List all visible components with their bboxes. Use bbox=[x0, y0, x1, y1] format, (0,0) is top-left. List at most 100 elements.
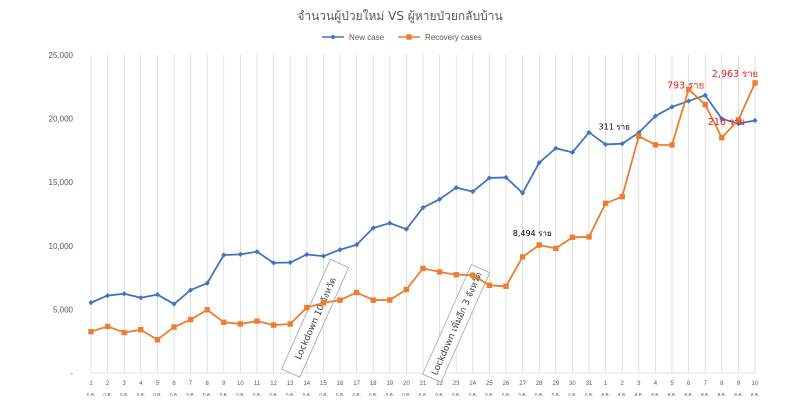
data-point bbox=[353, 289, 360, 296]
data-point bbox=[154, 337, 161, 343]
data-point bbox=[320, 300, 327, 306]
x-tick-month: ส.ค. bbox=[668, 392, 677, 398]
data-point bbox=[453, 185, 459, 191]
x-tick-label: 21 bbox=[420, 381, 427, 387]
x-tick-label: 18 bbox=[370, 381, 377, 387]
x-tick-month: ส.ค. bbox=[634, 392, 643, 398]
y-tick-label: 10,000 bbox=[49, 242, 74, 251]
data-point bbox=[437, 196, 443, 202]
x-tick-label: 5 bbox=[670, 381, 674, 387]
x-tick-month: ก.ค. bbox=[120, 393, 129, 398]
y-tick-label: - bbox=[70, 369, 73, 378]
data-point bbox=[503, 283, 509, 289]
data-point bbox=[121, 329, 127, 336]
x-tick-label: 19 bbox=[386, 381, 393, 387]
data-point bbox=[387, 220, 393, 226]
x-tick-label: 20 bbox=[403, 381, 410, 387]
data-point bbox=[271, 260, 277, 266]
data-point bbox=[88, 328, 94, 335]
x-tick-month: ก.ค. bbox=[352, 393, 361, 398]
data-point bbox=[536, 242, 542, 248]
data-point bbox=[270, 322, 277, 328]
x-tick-month: ก.ค. bbox=[551, 393, 560, 398]
data-point bbox=[553, 145, 559, 151]
x-tick-label: 3 bbox=[637, 381, 641, 387]
x-tick-label: 26 bbox=[503, 381, 510, 387]
legend-item: Recovery cases bbox=[398, 33, 482, 42]
x-tick-label: 6 bbox=[687, 381, 691, 387]
series-lines bbox=[88, 80, 758, 343]
y-tick-label: 20,000 bbox=[49, 115, 74, 124]
data-point bbox=[287, 259, 293, 266]
data-point bbox=[569, 149, 575, 155]
data-point bbox=[669, 142, 675, 148]
x-tick-label: 10 bbox=[752, 381, 759, 387]
data-point bbox=[752, 117, 758, 124]
x-tick-label: 8 bbox=[206, 381, 210, 387]
x-tick-month: ก.ค. bbox=[186, 393, 195, 398]
y-tick-label: 5,000 bbox=[53, 305, 74, 314]
data-point bbox=[719, 134, 725, 141]
data-point bbox=[586, 234, 592, 240]
x-tick-label: 31 bbox=[586, 381, 593, 387]
data-annotation: 2,963 ราย bbox=[712, 69, 758, 80]
data-point bbox=[370, 225, 376, 231]
data-annotation: 793 ราย bbox=[667, 80, 704, 91]
data-point bbox=[221, 319, 227, 325]
x-tick-label: 4 bbox=[654, 381, 658, 387]
y-axis: - 5,000 10,000 15,000 20,000 25,000 bbox=[49, 51, 74, 378]
x-tick-label: 5 bbox=[156, 381, 160, 387]
x-tick-label: 2 bbox=[621, 381, 625, 387]
x-tick-label: 16 bbox=[337, 381, 344, 387]
data-point bbox=[320, 253, 326, 259]
data-point bbox=[652, 113, 658, 119]
data-point bbox=[187, 316, 194, 323]
legend-label: New case bbox=[349, 33, 385, 42]
data-point bbox=[370, 297, 376, 303]
data-point bbox=[254, 249, 260, 255]
data-point bbox=[105, 292, 111, 299]
legend-label: Recovery cases bbox=[425, 33, 482, 42]
legend: New case Recovery cases bbox=[322, 33, 482, 42]
data-point bbox=[403, 226, 409, 232]
data-point bbox=[602, 200, 609, 206]
x-tick-label: 7 bbox=[704, 381, 708, 387]
data-point bbox=[486, 175, 492, 181]
x-tick-month: ก.ค. bbox=[502, 393, 511, 398]
x-tick-label: 24 bbox=[469, 381, 476, 387]
x-tick-label: 13 bbox=[287, 381, 294, 387]
x-tick-month: ก.ค. bbox=[219, 393, 228, 398]
x-tick-label: 1 bbox=[89, 381, 93, 387]
x-tick-label: 11 bbox=[254, 381, 261, 387]
x-tick-month: ก.ค. bbox=[535, 393, 544, 398]
data-point bbox=[619, 193, 625, 200]
callout-text: Lockdown 10 จังหวัด bbox=[294, 276, 339, 361]
x-tick-label: 4 bbox=[139, 381, 143, 387]
x-tick-label: 3 bbox=[123, 381, 127, 387]
x-tick-label: 1 bbox=[604, 381, 608, 387]
x-tick-month: ก.ค. bbox=[253, 393, 262, 398]
chart-title: จำนวนผู้ป่วยใหม่ VS ผู้หายป่วยกลับบ้าน bbox=[297, 9, 502, 24]
x-tick-month: ก.ค. bbox=[435, 393, 444, 398]
data-point bbox=[486, 282, 493, 288]
data-point bbox=[204, 307, 210, 313]
x-tick-month: ก.ค. bbox=[153, 393, 162, 398]
data-point bbox=[204, 280, 210, 286]
lockdown-callouts: Lockdown 10 จังหวัด Lockdown เพิ่มอีก 3 จ… bbox=[281, 258, 491, 383]
data-point bbox=[652, 142, 659, 148]
x-tick-label: 8 bbox=[720, 381, 724, 387]
x-tick-label: 12 bbox=[270, 381, 277, 387]
x-tick-month: ก.ค. bbox=[385, 393, 394, 398]
data-point bbox=[586, 129, 592, 136]
data-point bbox=[354, 242, 360, 248]
x-tick-month: ก.ค. bbox=[468, 393, 477, 398]
x-tick-month: ก.ค. bbox=[302, 393, 311, 398]
data-point bbox=[237, 321, 244, 327]
x-tick-label: 9 bbox=[737, 381, 741, 387]
data-point bbox=[719, 116, 725, 122]
x-tick-label: 30 bbox=[569, 381, 576, 387]
data-point bbox=[171, 324, 177, 330]
x-tick-label: 29 bbox=[552, 381, 559, 387]
x-tick-month: ส.ค. bbox=[684, 392, 693, 398]
gridlines bbox=[90, 55, 756, 374]
